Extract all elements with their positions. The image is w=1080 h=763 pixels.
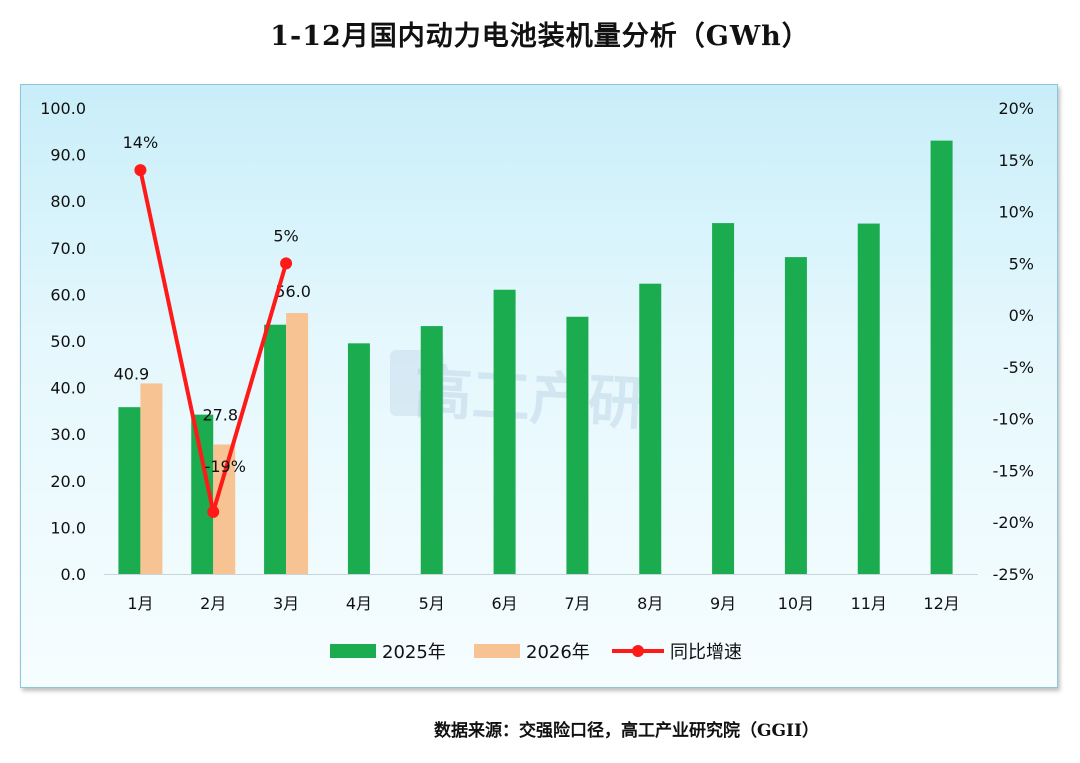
bar-2025 bbox=[930, 140, 953, 574]
legend-marker-yoy bbox=[632, 645, 644, 657]
bar-2026 bbox=[213, 444, 236, 574]
bar-2025 bbox=[639, 283, 662, 574]
x-tick-label: 12月 bbox=[923, 594, 959, 613]
yoy-point bbox=[280, 257, 293, 270]
legend-swatch-2026 bbox=[474, 644, 520, 658]
yoy-point bbox=[207, 505, 220, 518]
y-left-tick-label: 0.0 bbox=[61, 565, 86, 584]
chart-area bbox=[20, 84, 1058, 688]
y-right-tick-label: 20% bbox=[998, 99, 1034, 118]
y-left-tick-label: 90.0 bbox=[50, 146, 86, 165]
y-right-tick-label: 10% bbox=[998, 203, 1034, 222]
y-left-tick-label: 40.0 bbox=[50, 379, 86, 398]
y-left-tick-label: 10.0 bbox=[50, 518, 86, 537]
bar-2025 bbox=[118, 407, 141, 574]
watermark-text: 高工产研 bbox=[412, 358, 647, 438]
y-left-tick-label: 30.0 bbox=[50, 425, 86, 444]
data-label-2026: 40.9 bbox=[114, 364, 150, 383]
y-right-tick-label: -20% bbox=[993, 513, 1034, 532]
y-right-tick-label: 5% bbox=[1009, 254, 1034, 273]
x-tick-label: 9月 bbox=[710, 594, 736, 613]
bar-2025 bbox=[347, 343, 370, 574]
y-right-tick-label: -5% bbox=[1003, 358, 1034, 377]
y-right-tick-label: -25% bbox=[993, 565, 1034, 584]
y-left-tick-label: 20.0 bbox=[50, 472, 86, 491]
chart-title: 1-12月国内动力电池装机量分析（GWh） bbox=[270, 21, 810, 52]
x-tick-label: 2月 bbox=[200, 594, 226, 613]
x-tick-label: 3月 bbox=[273, 594, 299, 613]
bar-2025 bbox=[712, 223, 735, 575]
yoy-data-label: 14% bbox=[123, 133, 159, 152]
x-tick-label: 1月 bbox=[127, 594, 153, 613]
bar-2025 bbox=[493, 289, 516, 574]
x-tick-label: 11月 bbox=[851, 594, 887, 613]
data-label-2026: 56.0 bbox=[275, 282, 311, 301]
yoy-data-label: 5% bbox=[273, 226, 298, 245]
x-tick-label: 6月 bbox=[491, 594, 517, 613]
x-tick-label: 7月 bbox=[564, 594, 590, 613]
y-right-tick-label: -15% bbox=[993, 461, 1034, 480]
yoy-point bbox=[134, 164, 147, 177]
bar-2026 bbox=[140, 383, 163, 574]
x-tick-label: 8月 bbox=[637, 594, 663, 613]
y-right-tick-label: 0% bbox=[1009, 306, 1034, 325]
bar-2025 bbox=[264, 324, 287, 574]
y-left-tick-label: 80.0 bbox=[50, 192, 86, 211]
bar-2026 bbox=[286, 313, 309, 574]
y-left-tick-label: 100.0 bbox=[40, 99, 86, 118]
y-left-tick-label: 60.0 bbox=[50, 285, 86, 304]
y-left-tick-label: 70.0 bbox=[50, 239, 86, 258]
data-label-2026: 27.8 bbox=[202, 405, 238, 424]
bar-2025 bbox=[857, 223, 880, 574]
legend-label-2025: 2025年 bbox=[382, 642, 446, 663]
y-left-tick-label: 50.0 bbox=[50, 332, 86, 351]
legend-label-2026: 2026年 bbox=[526, 642, 590, 663]
bar-2025 bbox=[420, 326, 443, 574]
x-tick-label: 5月 bbox=[419, 594, 445, 613]
x-tick-label: 10月 bbox=[778, 594, 814, 613]
data-source-note: 数据来源：交强险口径，高工产业研究院（GGII） bbox=[434, 721, 819, 741]
legend-label-yoy: 同比增速 bbox=[670, 642, 742, 663]
yoy-data-label: -19% bbox=[205, 457, 246, 476]
legend-swatch-2025 bbox=[330, 644, 376, 658]
y-right-tick-label: -10% bbox=[993, 410, 1034, 429]
bar-2025 bbox=[784, 257, 807, 574]
bar-2025 bbox=[566, 316, 589, 574]
y-right-tick-label: 15% bbox=[998, 151, 1034, 170]
x-tick-label: 4月 bbox=[346, 594, 372, 613]
bar-2025 bbox=[191, 414, 214, 574]
